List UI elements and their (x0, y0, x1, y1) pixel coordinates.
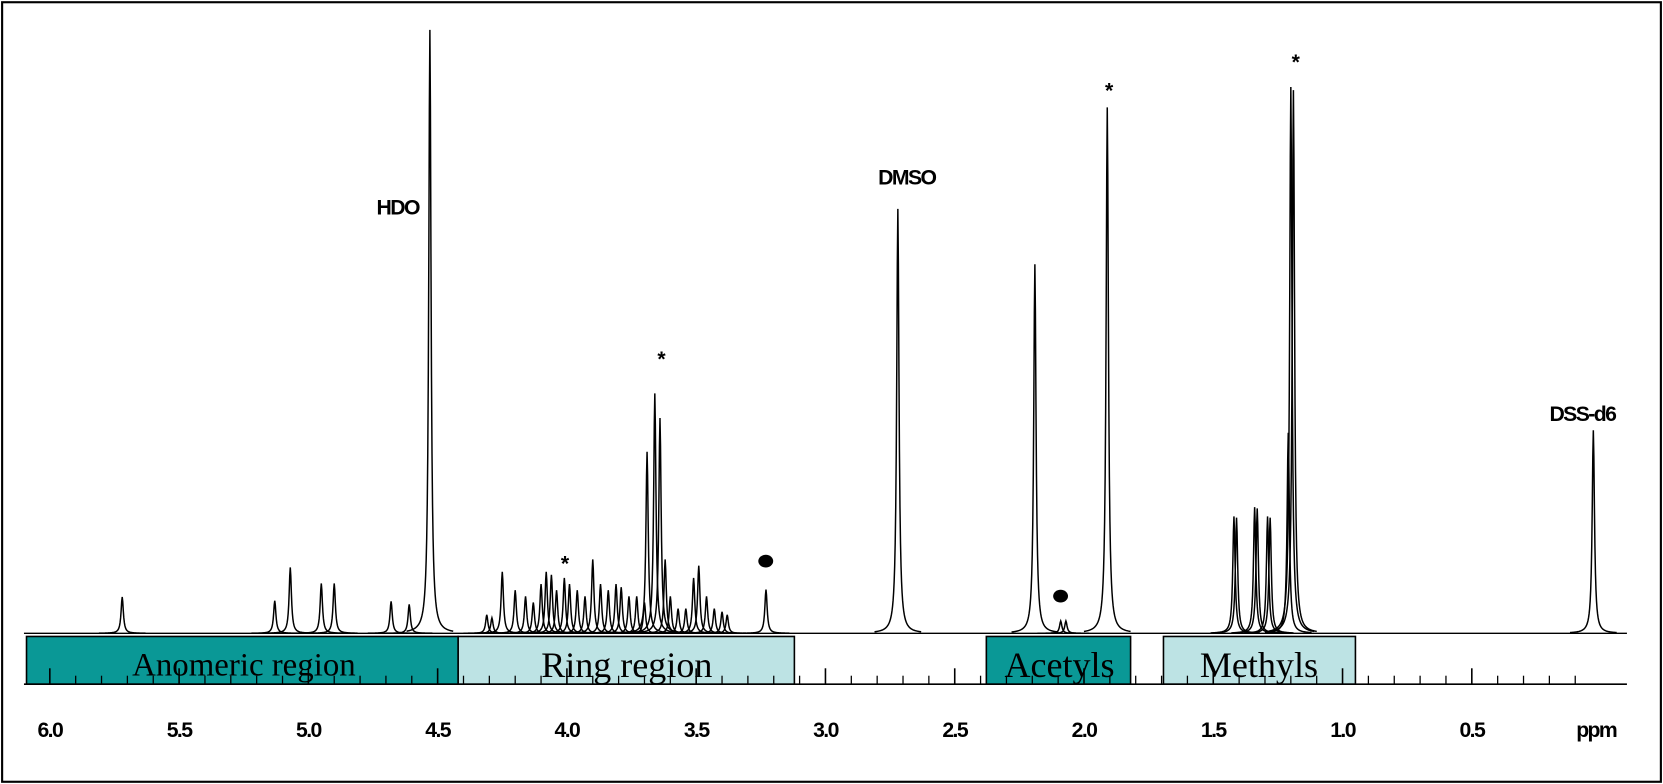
peak-label: HDO (377, 196, 420, 219)
dot-marker (1053, 589, 1069, 603)
region-box (457, 635, 796, 685)
peak-marker: * (657, 348, 666, 371)
peak (385, 604, 433, 634)
peak (1269, 90, 1317, 633)
x-tick-label: 3.5 (684, 719, 711, 742)
peak-label: DMSO (878, 167, 936, 190)
peak-marker: * (561, 553, 570, 576)
peak (1083, 107, 1131, 633)
peak (406, 29, 454, 632)
x-tick-label: 4.0 (555, 719, 581, 742)
peak (1246, 517, 1294, 634)
peak (1011, 264, 1059, 633)
x-tick-label: 2.0 (1072, 719, 1098, 742)
x-axis-label: ppm (1576, 719, 1617, 742)
peak (874, 208, 922, 633)
dot-marker (758, 554, 774, 568)
x-tick-label: 5.5 (167, 719, 194, 742)
x-tick-label: 3.0 (813, 719, 839, 742)
region-label: Ring region (541, 645, 712, 685)
region-box (1162, 635, 1357, 685)
peak (631, 393, 679, 634)
x-tick-label: 1.5 (1201, 719, 1228, 742)
peak (1267, 87, 1315, 633)
peak (310, 583, 358, 634)
x-tick-label: 6.0 (37, 719, 63, 742)
peak (251, 600, 299, 634)
peak (1569, 430, 1617, 634)
x-tick-label: 5.0 (296, 719, 322, 742)
peak (742, 589, 790, 634)
x-tick-label: 0.5 (1459, 719, 1486, 742)
peak (98, 596, 146, 634)
peak (367, 601, 415, 634)
x-tick-label: 2.5 (942, 719, 969, 742)
region-label: Anomeric region (132, 648, 356, 684)
plot (23, 29, 1627, 634)
region-label: Acetyls (1004, 645, 1114, 685)
peak-marker: * (1292, 51, 1301, 74)
peak (1042, 618, 1090, 634)
peak (297, 583, 345, 634)
peak-marker: * (1105, 80, 1114, 103)
peak-label: DSS-d6 (1549, 403, 1617, 426)
region-label: Methyls (1200, 645, 1318, 685)
x-tick-label: 4.5 (425, 719, 452, 742)
x-tick-label: 1.0 (1330, 719, 1356, 742)
